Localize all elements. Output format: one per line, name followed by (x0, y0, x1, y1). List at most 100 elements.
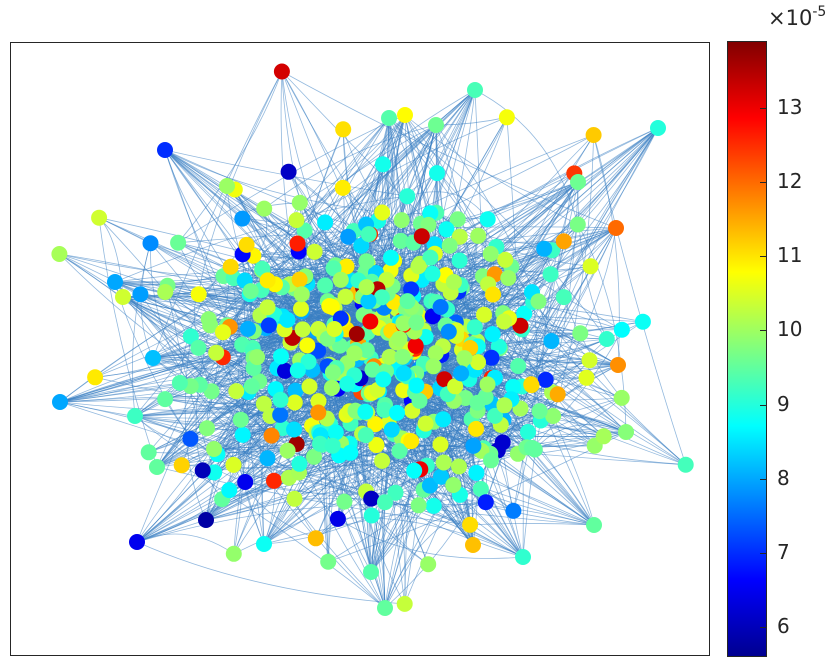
node-point (132, 286, 149, 303)
node-point (396, 595, 413, 612)
node-point (243, 378, 260, 395)
node-point (425, 497, 442, 514)
node-point (613, 389, 630, 406)
edge (347, 124, 437, 237)
colorbar-tick-label: 13 (777, 94, 803, 119)
node-point (462, 516, 479, 533)
edge (222, 117, 390, 358)
edge (337, 518, 524, 559)
node-point (288, 212, 305, 229)
node-point (394, 348, 411, 365)
node-point (91, 209, 108, 226)
node-point (206, 441, 222, 457)
node-point (468, 464, 485, 481)
edge (404, 114, 578, 225)
node-point (549, 386, 566, 403)
node-point (383, 421, 400, 438)
node-point (543, 333, 560, 349)
node-point (336, 493, 353, 510)
plot-frame (10, 42, 710, 656)
colorbar-tick-label: 8 (777, 465, 790, 490)
node-point (477, 494, 494, 511)
edge (366, 117, 394, 262)
node-point (358, 342, 375, 359)
node-point (287, 382, 304, 399)
colorbar-tick-mark (760, 330, 767, 332)
edge (59, 401, 532, 449)
edge (388, 117, 608, 340)
node-point (363, 490, 380, 507)
node-point (410, 497, 427, 514)
node-point (438, 221, 455, 238)
node-point (420, 556, 437, 573)
colorbar-tick-mark (760, 478, 767, 480)
node-point (324, 379, 340, 396)
edge (281, 71, 617, 229)
node-point (555, 289, 572, 306)
edge (199, 384, 524, 558)
node-point (225, 545, 242, 562)
node-point (225, 456, 242, 473)
node-point (293, 300, 309, 317)
node-point (200, 311, 217, 328)
node-point (242, 283, 259, 300)
node-point (411, 392, 428, 409)
node-point (190, 339, 207, 356)
nodes-layer (51, 63, 694, 616)
node-point (140, 444, 157, 461)
node-point (468, 420, 485, 437)
node-point (324, 364, 341, 381)
node-point (291, 194, 308, 211)
edge (506, 117, 524, 558)
node-point (51, 246, 68, 262)
colorbar-tick-label: 12 (777, 169, 803, 193)
edge (156, 422, 389, 468)
node-point (259, 299, 276, 316)
node-point (472, 481, 489, 497)
node-point (484, 326, 501, 343)
node-point (432, 436, 449, 453)
edge (122, 240, 401, 298)
node-point (497, 251, 514, 268)
node-point (445, 274, 462, 290)
edge (513, 301, 538, 512)
edge (530, 227, 617, 385)
node-point (585, 127, 602, 143)
colorbar-tick-mark (760, 107, 767, 109)
node-point (469, 394, 486, 411)
edge (122, 296, 243, 346)
node-point (634, 313, 651, 330)
node-point (323, 298, 340, 315)
edge (156, 329, 285, 468)
edge (244, 117, 390, 281)
edge (136, 357, 254, 543)
edge (370, 296, 565, 573)
node-point (329, 510, 346, 527)
edge (181, 464, 386, 609)
node-point (470, 227, 487, 244)
node-point (494, 434, 511, 451)
edge (443, 283, 686, 466)
node-point (199, 420, 215, 437)
node-point (399, 188, 416, 205)
edge (360, 296, 372, 573)
colorbar (727, 41, 767, 657)
node-point (403, 433, 420, 450)
node-point (417, 415, 434, 432)
edge (233, 464, 316, 539)
node-point (381, 348, 398, 365)
colorbar-tick-label: 11 (777, 243, 803, 268)
node-point (451, 458, 467, 475)
node-point (483, 349, 500, 366)
node-point (421, 477, 438, 494)
edge (59, 400, 454, 413)
node-point (273, 348, 289, 365)
node-point (320, 553, 337, 570)
node-point (280, 163, 297, 180)
node-point (677, 456, 694, 473)
node-point (395, 382, 412, 399)
colorbar-tick-mark (760, 627, 767, 629)
edge (470, 523, 595, 526)
node-point (286, 490, 303, 507)
edge (433, 503, 595, 526)
